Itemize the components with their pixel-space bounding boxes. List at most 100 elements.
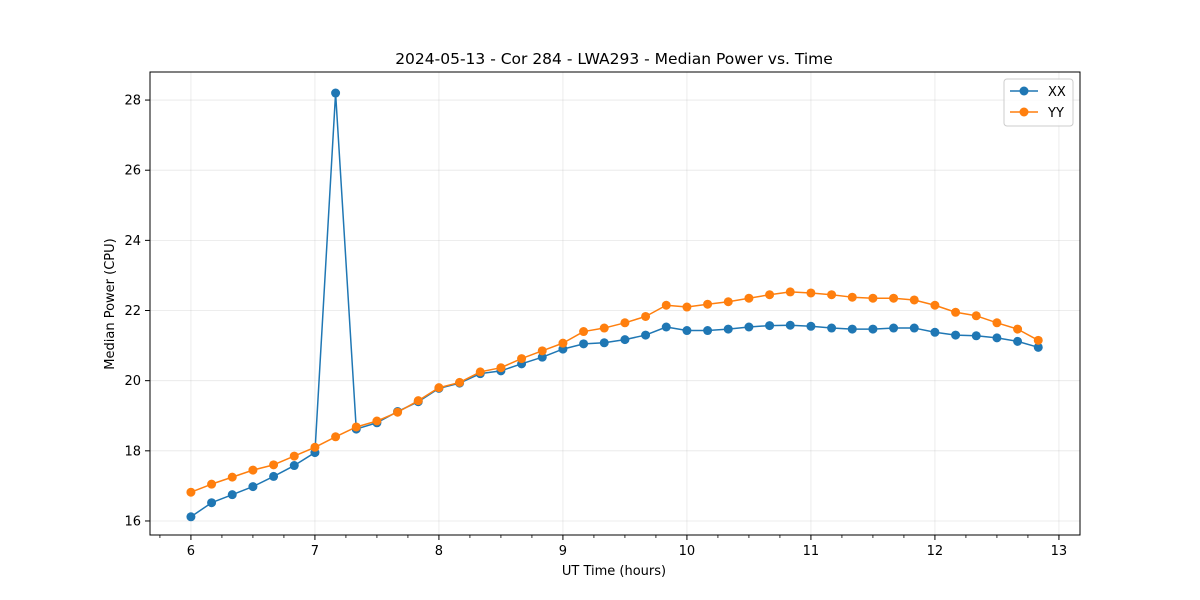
data-point-xx — [579, 339, 589, 349]
data-point-yy — [207, 479, 217, 489]
data-point-xx — [641, 330, 651, 340]
data-point-xx — [806, 321, 816, 331]
data-point-xx — [1013, 336, 1023, 346]
data-point-yy — [806, 288, 816, 298]
plot-frame — [149, 71, 1081, 536]
y-tick-label: 22 — [124, 304, 141, 319]
data-point-xx — [827, 323, 837, 333]
data-point-yy — [248, 465, 258, 475]
data-point-yy — [269, 460, 279, 470]
data-point-yy — [992, 318, 1002, 328]
data-point-yy — [496, 363, 506, 373]
data-point-yy — [599, 323, 609, 333]
data-point-xx — [765, 321, 775, 331]
y-tick-label: 18 — [124, 444, 141, 459]
data-point-xx — [289, 461, 299, 471]
data-point-yy — [930, 300, 940, 310]
data-point-yy — [289, 451, 299, 461]
data-point-xx — [889, 323, 899, 333]
y-tick-label: 16 — [124, 514, 141, 529]
data-point-yy — [765, 290, 775, 300]
data-point-xx — [1033, 342, 1043, 352]
data-point-yy — [951, 307, 961, 317]
data-point-xx — [186, 512, 196, 522]
data-point-xx — [971, 331, 981, 341]
grid-lines — [150, 72, 1080, 535]
data-point-xx — [537, 352, 547, 362]
x-tick-label: 6 — [187, 544, 195, 559]
data-point-yy — [620, 318, 630, 328]
data-point-xx — [992, 333, 1002, 343]
x-tick-label: 8 — [435, 544, 443, 559]
x-tick-label: 13 — [1051, 544, 1068, 559]
data-point-yy — [889, 293, 899, 303]
data-point-yy — [372, 416, 382, 426]
data-point-xx — [930, 327, 940, 337]
series-yy — [186, 287, 1043, 497]
series-layer — [186, 88, 1043, 522]
data-point-yy — [393, 407, 403, 417]
data-point-yy — [351, 422, 361, 432]
legend-marker-yy — [1019, 107, 1029, 117]
y-tick-label: 20 — [124, 374, 141, 389]
y-tick-label: 28 — [124, 94, 141, 109]
data-point-yy — [703, 299, 713, 309]
x-axis-ticks: 6 7 8 9 10 11 12 13 — [159, 535, 1068, 559]
legend-label-yy: YY — [1047, 106, 1064, 121]
y-axis-title: Median Power (CPU) — [103, 238, 118, 369]
data-point-yy — [310, 442, 320, 452]
data-point-yy — [413, 396, 423, 406]
data-point-xx — [703, 326, 713, 336]
data-point-yy — [847, 292, 857, 302]
data-point-yy — [331, 432, 341, 442]
data-point-yy — [785, 287, 795, 297]
data-point-xx — [227, 490, 237, 500]
data-point-yy — [661, 300, 671, 310]
data-point-xx — [599, 338, 609, 348]
data-point-yy — [1033, 335, 1043, 345]
x-tick-label: 12 — [927, 544, 944, 559]
data-point-xx — [723, 324, 733, 334]
y-tick-label: 26 — [124, 164, 141, 179]
data-point-xx — [620, 335, 630, 345]
data-point-yy — [455, 377, 465, 387]
data-point-yy — [682, 302, 692, 312]
data-point-yy — [723, 297, 733, 307]
data-point-yy — [641, 311, 651, 321]
data-point-yy — [517, 354, 527, 364]
data-point-xx — [269, 471, 279, 481]
x-tick-label: 11 — [803, 544, 820, 559]
data-point-yy — [475, 367, 485, 377]
x-tick-label: 10 — [679, 544, 696, 559]
x-tick-label: 7 — [311, 544, 319, 559]
data-point-xx — [682, 326, 692, 336]
data-point-yy — [1013, 324, 1023, 334]
data-point-xx — [661, 322, 671, 332]
data-point-yy — [186, 487, 196, 497]
data-point-yy — [909, 295, 919, 305]
chart-title: 2024-05-13 - Cor 284 - LWA293 - Median P… — [395, 50, 833, 68]
data-point-yy — [868, 293, 878, 303]
legend: XX YY — [1003, 78, 1074, 127]
legend-label-xx: XX — [1048, 85, 1066, 100]
data-point-xx — [207, 498, 217, 508]
data-point-yy — [227, 472, 237, 482]
data-point-yy — [434, 383, 444, 393]
data-point-xx — [248, 482, 258, 492]
data-point-yy — [537, 346, 547, 356]
data-point-xx — [744, 322, 754, 332]
data-point-yy — [971, 311, 981, 321]
data-point-xx — [909, 323, 919, 333]
data-point-xx — [785, 320, 795, 330]
data-point-yy — [827, 290, 837, 300]
data-point-xx — [847, 324, 857, 334]
x-axis-title: UT Time (hours) — [562, 564, 666, 579]
data-point-yy — [558, 338, 568, 348]
y-tick-label: 24 — [124, 234, 141, 249]
data-point-xx — [331, 88, 341, 98]
data-point-xx — [868, 324, 878, 334]
y-axis-ticks: 16 18 20 22 24 26 28 — [124, 94, 150, 529]
x-tick-label: 9 — [559, 544, 567, 559]
data-point-yy — [579, 327, 589, 337]
